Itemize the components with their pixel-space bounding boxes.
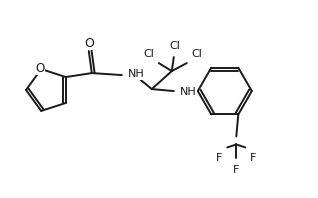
Text: O: O	[84, 37, 94, 50]
Text: NH: NH	[128, 69, 145, 79]
Text: Cl: Cl	[143, 49, 154, 59]
Text: F: F	[233, 166, 239, 175]
Text: F: F	[250, 153, 257, 164]
Text: F: F	[216, 153, 223, 164]
Text: O: O	[36, 62, 45, 75]
Text: Cl: Cl	[169, 41, 180, 51]
Text: NH: NH	[180, 87, 197, 97]
Text: Cl: Cl	[191, 49, 202, 59]
